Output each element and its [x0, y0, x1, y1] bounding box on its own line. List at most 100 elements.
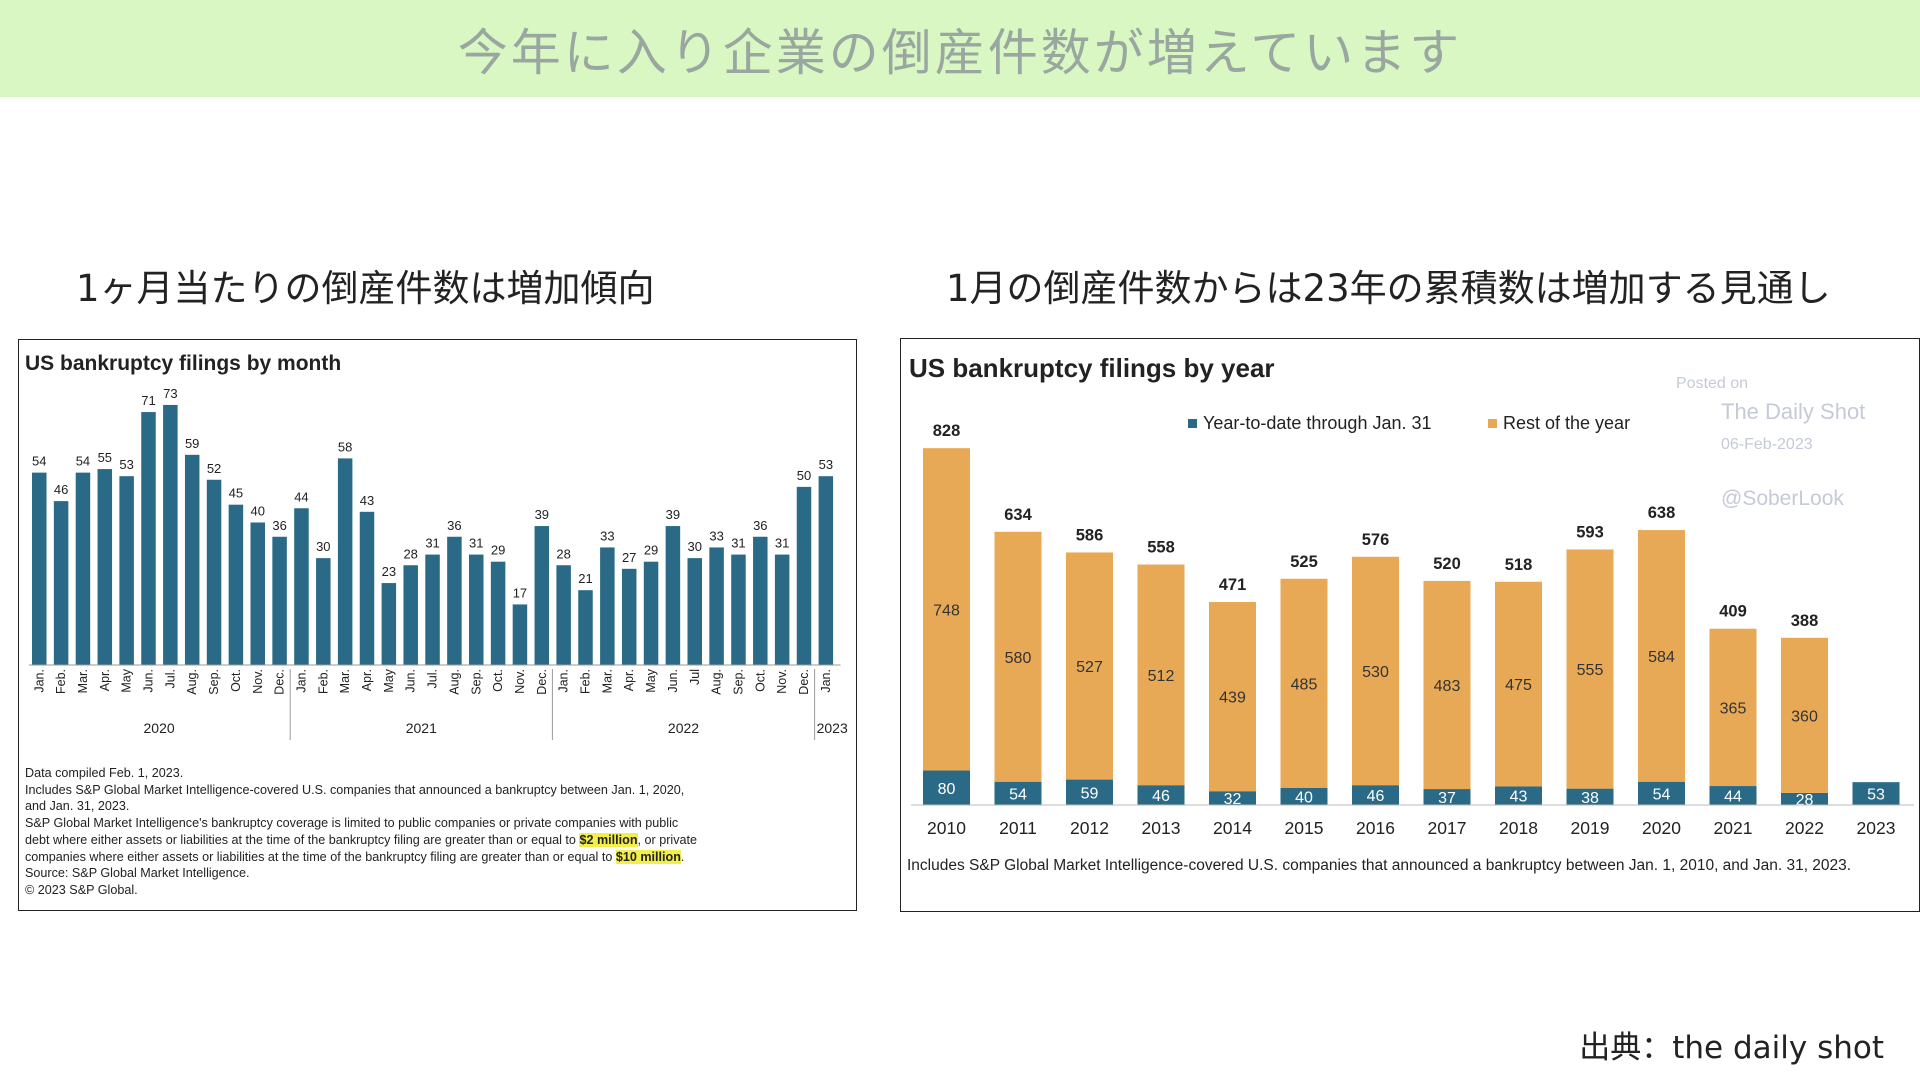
- rest-value-label: 530: [1362, 664, 1389, 681]
- monthly-chart-panel: US bankruptcy filings by month 54 Jan. 46 F…: [18, 339, 857, 911]
- rest-of-year-bar: [1709, 628, 1757, 787]
- month-tick-label: Mar.: [338, 669, 352, 693]
- month-value-label: 33: [600, 528, 614, 543]
- legend-label: Year-to-date through Jan. 31: [1203, 413, 1432, 433]
- month-tick-label: Nov.: [513, 669, 527, 694]
- rest-of-year-bar: [1280, 578, 1328, 788]
- month-value-label: 54: [76, 454, 90, 469]
- month-bar: [359, 511, 375, 665]
- month-bar: [709, 547, 724, 665]
- ytd-bar: [994, 781, 1042, 805]
- ytd-bar: [1566, 788, 1614, 805]
- ytd-bar: [1709, 786, 1757, 805]
- total-value-label: 576: [1362, 531, 1390, 549]
- month-value-label: 55: [98, 450, 112, 465]
- ytd-bar: [1209, 791, 1256, 805]
- rest-value-label: 475: [1505, 677, 1532, 694]
- month-bar: [228, 504, 244, 665]
- rest-of-year-bar: [923, 448, 970, 771]
- yearly-chart-title: US bankruptcy filings by year: [909, 353, 1275, 383]
- note-text: companies where either assets or liabili…: [25, 849, 613, 864]
- month-bar: [425, 554, 440, 665]
- month-value-label: 44: [294, 489, 308, 504]
- month-bar: [600, 547, 615, 665]
- month-tick-label: Jun.: [142, 669, 156, 693]
- month-tick-label: Jan.: [819, 669, 833, 693]
- year-tick-label: 2010: [927, 818, 966, 838]
- month-value-label: 33: [709, 528, 723, 543]
- note-text: .: [680, 849, 685, 864]
- month-bar: [163, 404, 178, 665]
- month-bar: [687, 558, 702, 665]
- ytd-value-label: 80: [938, 781, 956, 798]
- month-bar: [512, 604, 528, 665]
- month-tick-label: Apr.: [360, 669, 374, 691]
- month-value-label: 39: [666, 507, 680, 522]
- note-line: debt where either assets or liabilities …: [25, 832, 845, 849]
- note-line: S&P Global Market Intelligence's bankrup…: [25, 816, 679, 831]
- month-tick-label: Sep.: [469, 669, 483, 695]
- month-value-label: 31: [469, 536, 483, 551]
- month-tick-label: Feb.: [579, 669, 593, 694]
- month-tick-label: Mar.: [76, 669, 90, 693]
- month-value-label: 30: [688, 539, 702, 554]
- month-value-label: 28: [403, 546, 417, 561]
- year-tick-label: 2016: [1356, 818, 1395, 838]
- month-tick-label: Oct.: [491, 669, 505, 692]
- month-tick-label: Aug.: [185, 669, 199, 695]
- watermark-site: The Daily Shot: [1721, 399, 1866, 424]
- month-value-label: 71: [141, 393, 155, 408]
- month-value-label: 28: [556, 546, 570, 561]
- month-bar: [337, 458, 353, 665]
- month-value-label: 52: [207, 461, 221, 476]
- month-value-label: 31: [425, 536, 439, 551]
- month-tick-label: May: [382, 668, 396, 692]
- year-tick-label: 2015: [1285, 818, 1324, 838]
- year-tick-label: 2020: [1642, 818, 1681, 838]
- ytd-value-label: 32: [1224, 791, 1242, 808]
- rest-of-year-bar: [1423, 580, 1471, 790]
- note-highlight: $2 million: [579, 832, 638, 847]
- rest-value-label: 584: [1648, 649, 1675, 666]
- year-tick-label: 2011: [999, 818, 1037, 838]
- month-value-label: 58: [338, 439, 352, 454]
- rest-of-year-bar: [1566, 549, 1614, 789]
- note-text: , or private: [637, 832, 698, 847]
- legend-item-ytd: Year-to-date through Jan. 31: [1188, 413, 1432, 434]
- month-bar: [53, 501, 69, 665]
- total-value-label: 558: [1147, 539, 1175, 557]
- rest-of-year-bar: [1137, 564, 1185, 786]
- month-bar: [490, 561, 506, 665]
- total-value-label: 638: [1648, 504, 1676, 522]
- month-tick-label: Jun.: [666, 669, 680, 693]
- ytd-bar: [1781, 792, 1828, 805]
- month-tick-label: Oct.: [753, 669, 767, 692]
- source-credit: 出典：the daily shot: [1579, 1030, 1884, 1066]
- ytd-bar: [1137, 785, 1185, 805]
- month-bar: [731, 554, 746, 665]
- right-chart-heading: 1月の倒産件数からは23年の累積数は増加する見通し: [946, 267, 1831, 310]
- month-value-label: 31: [731, 536, 745, 551]
- month-tick-label: Sep.: [731, 669, 745, 695]
- month-value-label: 59: [185, 436, 199, 451]
- total-value-label: 471: [1219, 576, 1247, 594]
- month-tick-label: Aug.: [710, 669, 724, 695]
- total-value-label: 586: [1076, 526, 1104, 544]
- rest-value-label: 512: [1148, 668, 1175, 685]
- month-bar: [206, 479, 222, 665]
- ytd-value-label: 54: [1009, 786, 1027, 803]
- year-group-label: 2020: [144, 720, 175, 736]
- month-value-label: 17: [513, 585, 527, 600]
- year-tick-label: 2021: [1714, 818, 1753, 838]
- month-value-label: 45: [229, 486, 243, 501]
- year-tick-label: 2012: [1070, 818, 1109, 838]
- month-bar: [381, 583, 397, 665]
- month-bar: [796, 486, 812, 665]
- ytd-bar: [1280, 787, 1328, 805]
- note-line: Data compiled Feb. 1, 2023.: [25, 766, 184, 780]
- month-bar: [578, 590, 593, 665]
- month-bar: [534, 526, 550, 665]
- year-group-label: 2023: [817, 720, 848, 736]
- month-tick-label: Apr.: [622, 669, 636, 691]
- year-group-label: 2021: [406, 720, 437, 736]
